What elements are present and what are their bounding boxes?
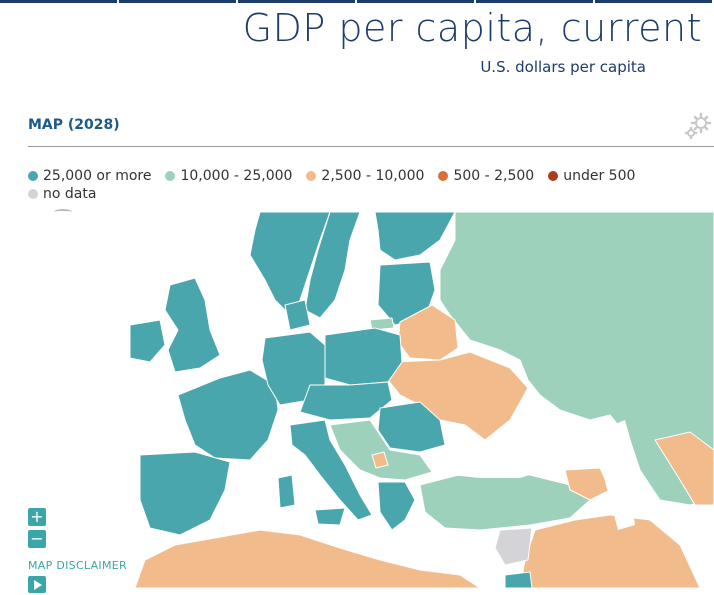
region-denmark[interactable] (284, 299, 311, 331)
top-nav-strip (0, 0, 714, 3)
page-subtitle: U.S. dollars per capita (480, 58, 646, 76)
region-ireland[interactable] (130, 319, 166, 363)
region-spain[interactable] (139, 451, 231, 536)
header-divider (28, 146, 714, 147)
map-legend: 25,000 or more 10,000 - 25,000 2,500 - 1… (28, 167, 698, 203)
legend-swatch (28, 171, 38, 181)
region-italy[interactable] (289, 419, 373, 521)
region-sweden[interactable] (304, 212, 361, 319)
legend-label: 2,500 - 10,000 (321, 168, 425, 184)
legend-swatch (28, 189, 38, 199)
caspian-sea (600, 420, 635, 530)
region-turkey[interactable] (419, 471, 591, 531)
legend-label: 10,000 - 25,000 (180, 168, 293, 184)
region-central-asia-orange[interactable] (654, 431, 714, 506)
region-sardinia[interactable] (277, 474, 296, 509)
region-greece[interactable] (377, 481, 416, 531)
region-france[interactable] (177, 369, 279, 461)
top-nav-segment[interactable] (0, 0, 117, 3)
map-header: MAP (2028) (28, 117, 120, 133)
map-canvas[interactable] (130, 212, 714, 588)
top-nav-segment[interactable] (476, 0, 593, 3)
legend-item-25000-plus[interactable]: 25,000 or more (28, 167, 151, 185)
region-romania[interactable] (377, 401, 446, 453)
region-middle-east[interactable] (519, 514, 701, 588)
region-syria-no-data[interactable] (494, 527, 533, 566)
legend-label: no data (43, 186, 97, 202)
region-serbia-orange[interactable] (371, 451, 389, 469)
legend-item-2500-10000[interactable]: 2,500 - 10,000 (306, 167, 424, 185)
play-icon[interactable] (28, 576, 46, 593)
region-north-africa[interactable] (134, 529, 481, 588)
zoom-out-button[interactable]: − (28, 530, 46, 548)
region-israel[interactable] (504, 571, 533, 588)
region-uk[interactable] (164, 277, 221, 373)
legend-label: 500 - 2,500 (453, 168, 535, 184)
gear-icon[interactable] (684, 112, 712, 140)
legend-swatch (165, 171, 176, 181)
zoom-in-button[interactable]: + (28, 508, 46, 526)
black-sea (435, 438, 545, 478)
choropleth-map[interactable] (130, 212, 714, 588)
legend-item-under-500[interactable]: under 500 (548, 167, 635, 185)
legend-swatch (438, 171, 449, 181)
region-caucasus[interactable] (564, 467, 611, 501)
region-balkans[interactable] (329, 419, 433, 481)
region-finland[interactable] (374, 212, 456, 261)
legend-item-500-2500[interactable]: 500 - 2,500 (438, 167, 534, 185)
region-sicily[interactable] (314, 507, 346, 526)
map-disclaimer-link[interactable]: MAP DISCLAIMER (28, 559, 127, 572)
region-poland[interactable] (324, 327, 403, 386)
legend-label: under 500 (563, 168, 636, 184)
page-title: GDP per capita, current (242, 6, 702, 50)
legend-swatch (306, 171, 317, 181)
top-nav-segment[interactable] (595, 0, 712, 3)
legend-swatch (548, 171, 559, 181)
legend-label: 25,000 or more (43, 168, 152, 184)
region-central[interactable] (299, 381, 393, 421)
top-nav-segment[interactable] (119, 0, 236, 3)
legend-item-no-data[interactable]: no data (28, 185, 96, 203)
region-russia[interactable] (439, 212, 714, 506)
region-kaliningrad[interactable] (369, 317, 395, 331)
top-nav-segment[interactable] (238, 0, 355, 3)
top-nav-segment[interactable] (357, 0, 474, 3)
loading-icon (54, 209, 72, 215)
legend-item-10000-25000[interactable]: 10,000 - 25,000 (165, 167, 292, 185)
